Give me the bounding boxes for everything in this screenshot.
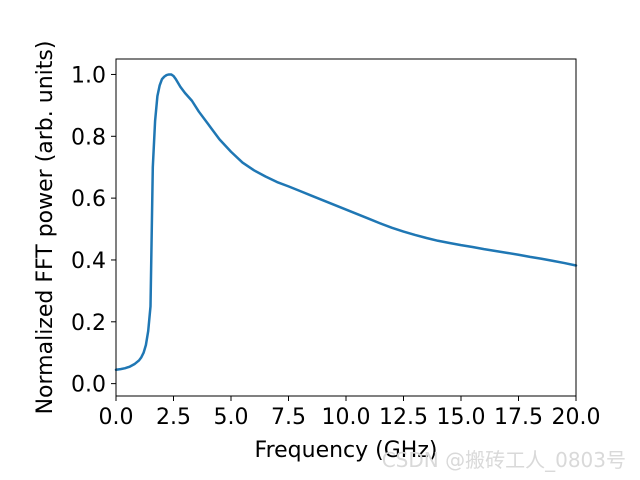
y-tick-label: 0.2 [71,311,106,336]
plot-frame [115,58,577,397]
plot-background [116,59,576,396]
x-tick-label: 15.0 [437,405,486,430]
y-tick-label: 0.6 [71,187,106,212]
x-tick-label: 20.0 [552,405,601,430]
y-axis: 0.0 0.2 0.4 0.6 0.8 1.0 [71,63,116,398]
x-tick-label: 10.0 [322,405,371,430]
y-tick-label: 0.8 [71,125,106,150]
plot-area [116,59,576,396]
x-tick-label: 7.5 [271,405,306,430]
x-axis: 0.0 2.5 5.0 7.5 10.0 12.5 15.0 17.5 20.0 [99,396,601,430]
y-tick-label: 0.4 [71,249,106,274]
series-layer [114,73,578,371]
watermark-text: CSDN @搬砖工人_0803号 [381,448,626,472]
x-tick-label: 17.5 [494,405,543,430]
y-tick-label: 0.0 [71,373,106,398]
y-tick-label: 1.0 [71,63,106,88]
y-axis-label: Normalized FFT power (arb. units) [33,41,58,415]
x-tick-label: 0.0 [99,405,134,430]
x-axis-label: Frequency (GHz) [255,438,438,463]
x-tick-label: 5.0 [214,405,249,430]
x-tick-label: 12.5 [379,405,428,430]
series-line-0 [114,73,578,371]
x-tick-label: 2.5 [156,405,191,430]
